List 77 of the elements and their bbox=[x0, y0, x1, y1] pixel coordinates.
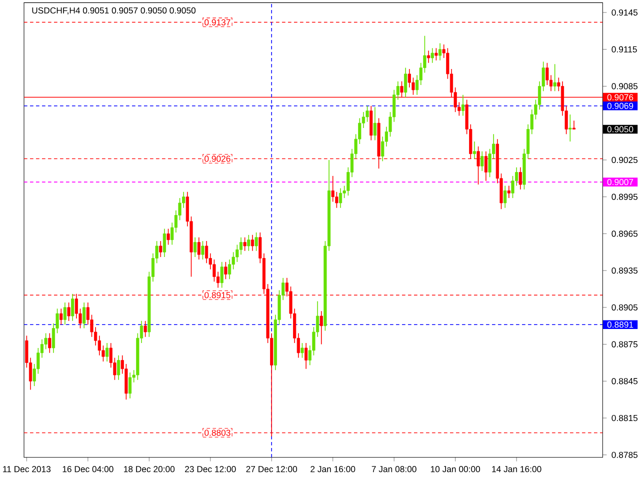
candlestick bbox=[201, 240, 204, 260]
candlestick bbox=[116, 354, 120, 380]
candlestick bbox=[67, 302, 70, 322]
candlestick bbox=[254, 232, 258, 252]
candlestick bbox=[63, 302, 66, 326]
candlestick bbox=[438, 42, 442, 61]
candlestick bbox=[568, 114, 572, 142]
candlestick bbox=[106, 342, 109, 362]
x-tick-label: 14 Jan 16:00 bbox=[492, 466, 542, 472]
x-tick-label: 2 Jan 16:00 bbox=[310, 466, 356, 472]
y-tick-label: 0.8995 bbox=[612, 194, 638, 200]
candlestick bbox=[518, 166, 522, 190]
candlestick bbox=[194, 236, 197, 258]
candlestick bbox=[338, 188, 342, 208]
candlestick bbox=[144, 320, 147, 338]
candlestick bbox=[480, 150, 484, 172]
candlestick bbox=[159, 240, 162, 258]
candlestick bbox=[434, 48, 438, 61]
ref-line-label: 0.8891 bbox=[607, 322, 634, 328]
ref-line-label: 0.9076 bbox=[607, 94, 634, 100]
y-tick-label: 0.8785 bbox=[612, 452, 638, 458]
ref-line-label: 0.8915 bbox=[204, 292, 230, 298]
ref-line-label: 0.8803 bbox=[204, 430, 230, 436]
candlestick bbox=[220, 262, 224, 288]
candlestick bbox=[504, 185, 507, 208]
candlestick bbox=[82, 302, 86, 329]
candlestick bbox=[404, 67, 408, 98]
candlestick bbox=[320, 310, 323, 345]
y-tick-label: 0.8845 bbox=[612, 378, 638, 384]
y-tick-label: 0.9145 bbox=[612, 9, 638, 16]
candlestick bbox=[250, 234, 254, 252]
candlestick bbox=[48, 332, 52, 354]
candlestick bbox=[472, 141, 476, 160]
y-tick-label: 0.8905 bbox=[612, 304, 638, 310]
x-tick-label: 11 Dec 2013 bbox=[3, 466, 51, 472]
ref-line-label: 0.9137 bbox=[204, 19, 230, 26]
x-tick-label: 27 Dec 12:00 bbox=[246, 466, 298, 472]
y-tick-label: 0.9115 bbox=[612, 46, 637, 52]
candlestick bbox=[197, 236, 200, 260]
candlestick bbox=[205, 240, 208, 264]
candlestick bbox=[304, 342, 308, 370]
ref-line-label: 0.9007 bbox=[607, 179, 634, 186]
candlestick bbox=[166, 228, 170, 246]
candlestick bbox=[243, 236, 246, 252]
candlestick bbox=[300, 342, 304, 358]
candlestick bbox=[239, 236, 243, 255]
x-tick-label: 16 Dec 04:00 bbox=[62, 466, 114, 472]
candlestick bbox=[572, 120, 576, 130]
candlestick bbox=[128, 372, 132, 399]
ref-line-label: 0.9026 bbox=[204, 156, 230, 162]
y-tick-label: 0.9025 bbox=[612, 156, 638, 164]
y-tick-label: 0.8815 bbox=[612, 414, 638, 422]
candlestick bbox=[507, 185, 510, 198]
ref-line-label: 0.9069 bbox=[607, 102, 634, 109]
candlestick bbox=[373, 106, 376, 141]
y-tick-label: 0.8935 bbox=[612, 267, 638, 274]
candlestick bbox=[461, 94, 465, 116]
candlestick bbox=[408, 68, 411, 88]
candlestick bbox=[228, 259, 232, 280]
candlestick bbox=[162, 228, 166, 258]
x-tick-label: 18 Dec 20:00 bbox=[124, 466, 175, 472]
candlestick bbox=[247, 234, 250, 252]
candlestick bbox=[331, 176, 334, 202]
candlestick bbox=[71, 294, 74, 322]
chart-title: USDCHF,H4 0.9051 0.9057 0.9050 0.9050 bbox=[32, 7, 196, 15]
x-tick-label: 23 Dec 12:00 bbox=[185, 466, 236, 472]
candlestick bbox=[224, 262, 228, 280]
candlestick bbox=[60, 308, 63, 326]
x-tick-label: 7 Jan 08:00 bbox=[372, 466, 416, 472]
candlestick bbox=[553, 64, 556, 92]
x-tick-label: 10 Jan 00:00 bbox=[430, 466, 480, 472]
candlestick bbox=[426, 50, 430, 64]
text: 0.9050 bbox=[607, 126, 634, 132]
candlestick bbox=[430, 48, 434, 64]
y-tick-label: 0.9085 bbox=[612, 83, 638, 90]
y-tick-label: 0.8965 bbox=[612, 230, 638, 237]
y-tick-label: 0.8875 bbox=[612, 341, 638, 348]
